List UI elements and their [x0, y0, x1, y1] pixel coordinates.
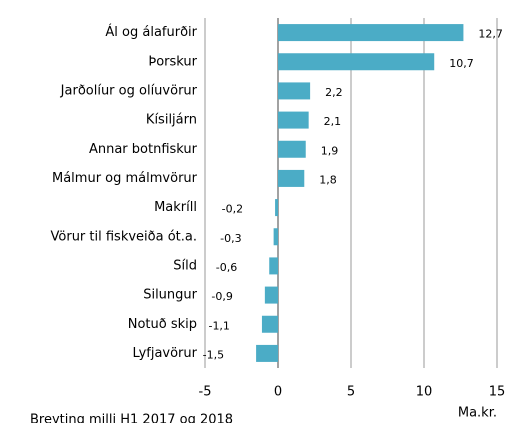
value-label: -0,9 [211, 290, 232, 303]
x-tick-label: 0 [274, 385, 282, 400]
bar [278, 140, 306, 158]
value-label: 12,7 [478, 28, 503, 41]
value-label: 1,8 [319, 173, 337, 186]
bar [264, 286, 278, 304]
bar [278, 24, 464, 42]
value-label: -1,1 [208, 319, 229, 332]
bar [273, 228, 278, 246]
category-label: Makríll [154, 200, 197, 215]
category-label: Lyfjavörur [133, 346, 198, 361]
x-axis-label: Ma.kr. [458, 406, 497, 421]
bar [269, 257, 278, 275]
x-tick-label: -5 [199, 385, 212, 400]
category-label: Málmur og málmvörur [52, 171, 198, 186]
category-label: Þorskur [148, 54, 197, 69]
value-label: 2,1 [324, 115, 342, 128]
category-label: Vörur til fiskveiða ót.a. [51, 229, 197, 244]
category-label: Silungur [143, 288, 197, 303]
bar [278, 82, 311, 100]
bar [278, 169, 305, 187]
value-label: 1,9 [321, 144, 339, 157]
value-label: -1,5 [203, 348, 224, 361]
value-label: 10,7 [449, 57, 474, 70]
category-label: Annar botnfiskur [89, 142, 198, 157]
x-tick-label: 10 [416, 385, 433, 400]
x-tick-label: 5 [347, 385, 355, 400]
value-label: -0,2 [222, 203, 243, 216]
bar [256, 344, 278, 362]
category-label: Notuð skip [128, 317, 197, 332]
category-label: Ál og álafurðir [105, 24, 197, 40]
category-label: Síld [173, 258, 197, 273]
category-label: Kísiljárn [146, 113, 197, 128]
bar [278, 53, 435, 71]
value-label: -0,6 [216, 261, 237, 274]
bar [275, 199, 278, 217]
value-label: -0,3 [220, 232, 241, 245]
bar [261, 315, 278, 333]
bar [278, 111, 309, 129]
category-label: Jarðolíur og olíuvörur [60, 83, 198, 98]
x-tick-label: 15 [489, 385, 506, 400]
value-label: 2,2 [325, 86, 343, 99]
note: Breyting milli H1 2017 og 2018 [30, 413, 233, 423]
